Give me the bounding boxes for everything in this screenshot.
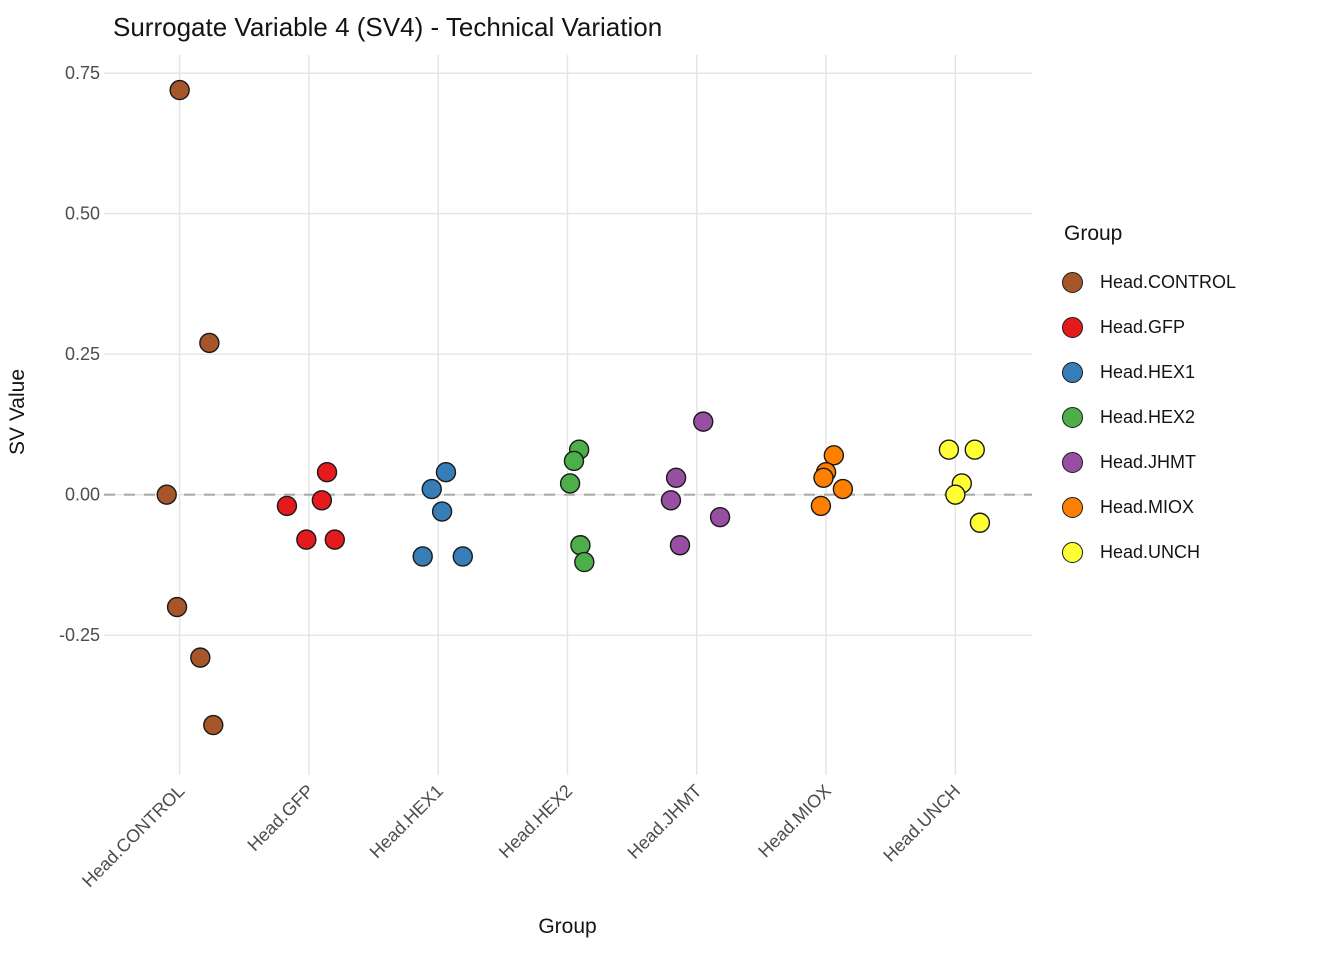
y-axis-label: SV Value <box>6 369 29 455</box>
data-point <box>421 478 442 500</box>
data-point <box>276 495 298 517</box>
legend-item: Head.GFP <box>1062 317 1236 338</box>
data-point <box>563 450 585 472</box>
data-point <box>412 546 433 567</box>
x-tick-label: Head.JHMT <box>624 781 706 863</box>
data-point <box>169 79 190 101</box>
legend-item-label: Head.HEX1 <box>1100 362 1196 382</box>
legend-item: Head.HEX1 <box>1062 362 1236 383</box>
legend-item-label: Head.GFP <box>1100 317 1186 337</box>
legend-item: Head.UNCH <box>1062 542 1236 563</box>
legend-item: Head.MIOX <box>1062 497 1236 518</box>
data-point <box>813 467 834 489</box>
data-point <box>452 546 473 567</box>
legend-swatch-icon <box>1062 362 1083 383</box>
x-tick-label: Head.CONTROL <box>78 781 188 891</box>
data-point <box>435 461 457 483</box>
legend-item-label: Head.MIOX <box>1100 497 1195 517</box>
y-tick-label: 0.75 <box>65 63 100 83</box>
data-point <box>570 535 591 556</box>
data-point <box>693 411 714 432</box>
data-point <box>296 529 317 550</box>
legend: Group Head.CONTROL Head.GFP Head.HEX1 Head.… <box>1062 222 1236 587</box>
legend-swatch-icon <box>1062 317 1083 338</box>
x-tick-label: Head.GFP <box>243 781 317 855</box>
data-point <box>969 512 991 533</box>
data-point <box>832 478 854 500</box>
data-point <box>823 445 845 466</box>
legend-item-label: Head.HEX2 <box>1100 407 1196 427</box>
x-tick-label: Head.MIOX <box>754 781 835 862</box>
data-point <box>938 439 960 460</box>
x-axis-label: Group <box>538 915 597 938</box>
legend-swatch-icon <box>1062 452 1083 473</box>
legend-swatch-icon <box>1062 407 1083 428</box>
data-point <box>709 506 731 528</box>
legend-items: Head.CONTROL Head.GFP Head.HEX1 Head.HEX2 He… <box>1062 272 1236 563</box>
y-tick-label: 0.00 <box>65 485 100 505</box>
data-point <box>199 332 220 354</box>
legend-swatch-icon <box>1062 272 1083 293</box>
data-point <box>311 490 333 511</box>
data-point <box>574 551 595 573</box>
data-point <box>316 461 338 483</box>
y-tick-label: 0.50 <box>65 204 100 224</box>
x-tick-label: Head.HEX1 <box>366 781 447 862</box>
data-point <box>190 647 211 668</box>
data-point <box>665 467 687 489</box>
legend-item-label: Head.CONTROL <box>1100 272 1237 292</box>
legend-title: Group <box>1064 222 1123 245</box>
legend-item-label: Head.UNCH <box>1100 542 1201 562</box>
data-point <box>669 535 691 556</box>
chart-title: Surrogate Variable 4 (SV4) - Technical V… <box>113 12 663 42</box>
data-point <box>964 439 985 460</box>
y-tick-label: -0.25 <box>59 625 100 645</box>
legend-item: Head.JHMT <box>1062 452 1236 473</box>
data-point <box>156 484 177 505</box>
data-point <box>810 495 832 517</box>
y-tick-label: 0.25 <box>65 344 100 364</box>
data-point <box>431 501 453 522</box>
data-point <box>660 490 682 511</box>
data-point <box>203 714 224 736</box>
legend-swatch-icon <box>1062 497 1083 518</box>
data-point <box>945 484 966 505</box>
x-tick-label: Head.UNCH <box>879 781 964 866</box>
x-tick-label: Head.HEX2 <box>495 781 576 862</box>
data-point <box>324 529 345 550</box>
legend-item-label: Head.JHMT <box>1100 452 1197 472</box>
legend-item: Head.CONTROL <box>1062 272 1236 293</box>
legend-swatch-icon <box>1062 542 1083 563</box>
data-point <box>559 473 581 494</box>
data-point <box>166 596 188 618</box>
legend-item: Head.HEX2 <box>1062 407 1236 428</box>
